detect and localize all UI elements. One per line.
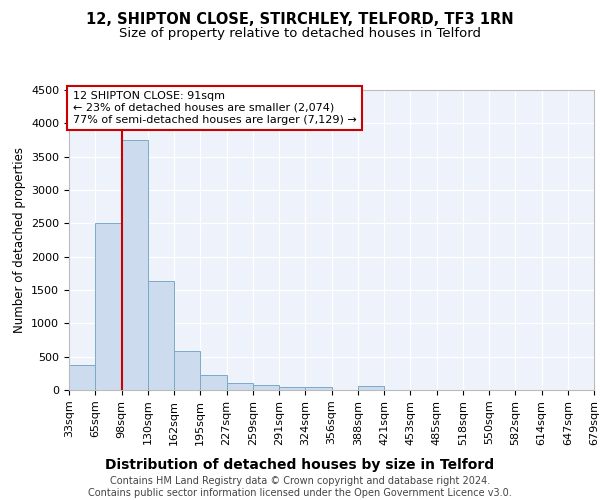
Text: Distribution of detached houses by size in Telford: Distribution of detached houses by size … <box>106 458 494 471</box>
Bar <box>305 388 331 390</box>
Text: 12 SHIPTON CLOSE: 91sqm
← 23% of detached houses are smaller (2,074)
77% of semi: 12 SHIPTON CLOSE: 91sqm ← 23% of detache… <box>73 92 356 124</box>
Bar <box>174 350 200 390</box>
Bar <box>200 374 227 390</box>
Bar <box>95 224 121 390</box>
Text: Size of property relative to detached houses in Telford: Size of property relative to detached ho… <box>119 28 481 40</box>
Bar <box>227 382 253 390</box>
Bar <box>69 364 95 390</box>
Bar <box>148 280 174 390</box>
Bar <box>358 386 384 390</box>
Text: Contains HM Land Registry data © Crown copyright and database right 2024.
Contai: Contains HM Land Registry data © Crown c… <box>88 476 512 498</box>
Bar <box>253 386 279 390</box>
Bar <box>121 140 148 390</box>
Bar <box>279 386 305 390</box>
Text: 12, SHIPTON CLOSE, STIRCHLEY, TELFORD, TF3 1RN: 12, SHIPTON CLOSE, STIRCHLEY, TELFORD, T… <box>86 12 514 28</box>
Y-axis label: Number of detached properties: Number of detached properties <box>13 147 26 333</box>
